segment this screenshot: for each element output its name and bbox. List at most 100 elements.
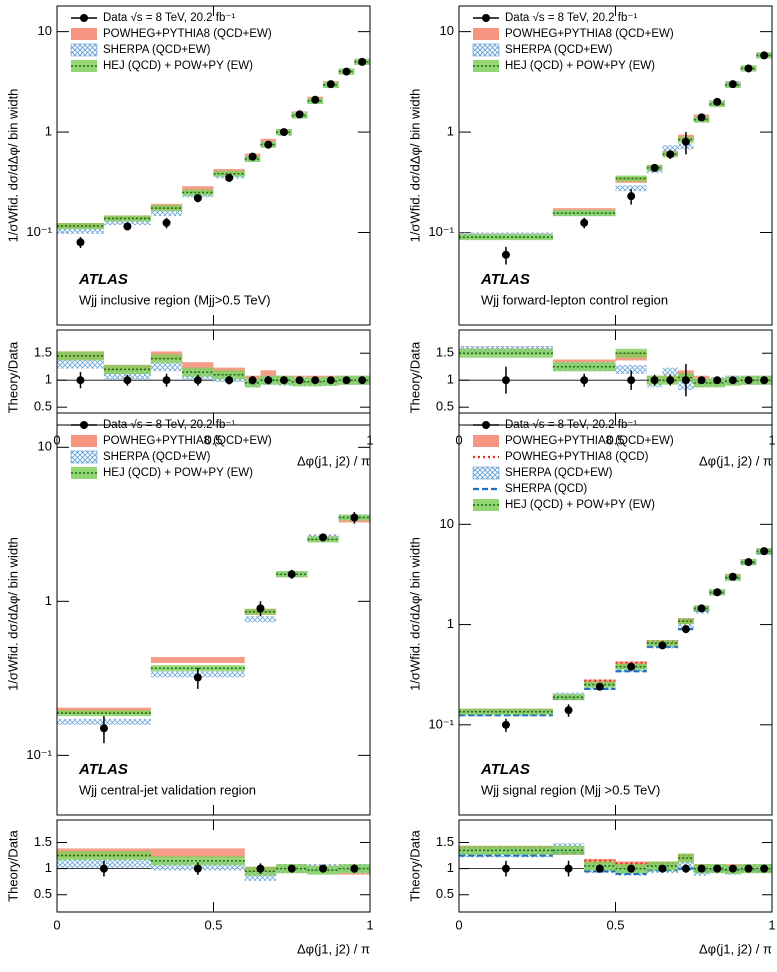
theory-band [150,362,183,372]
data-point [319,533,328,542]
theory-band [615,175,647,182]
y-tick-label: 10⁻¹ [26,224,52,239]
legend-symbol [482,421,490,429]
data-point [728,864,737,873]
data-point [76,238,85,247]
legend-label: SHERPA (QCD) [505,483,587,495]
theory-band [182,189,214,196]
data-point [627,376,636,385]
data-point [350,513,359,522]
data-point [326,376,335,385]
legend-label: HEJ (QCD) + POW+PY (EW) [505,60,655,72]
plot-frame [458,5,773,326]
theory-band [260,370,277,380]
data-point [681,376,690,385]
data-point [279,376,288,385]
data-point [580,218,589,227]
atlas-label: ATLAS [78,271,128,288]
x-tick-label: 0 [455,917,462,932]
data-point [350,864,359,873]
data-point [123,222,132,231]
legend-label: POWHEG+PYTHIA8 (QCD+EW) [103,435,272,447]
y-tick-label: 10⁻¹ [428,716,454,731]
data-point [99,724,108,733]
legend-label: POWHEG+PYTHIA8 (QCD+EW) [505,435,674,447]
theory-band [150,657,245,664]
data-point [666,150,675,159]
data-point [162,218,171,227]
data-point [342,376,351,385]
legend-label: HEJ (QCD) + POW+PY (EW) [103,60,253,72]
y-axis-label: 1/σWfid. dσ/dΔφ/ bin width [5,537,20,691]
data-point [287,864,296,873]
data-point [728,572,737,581]
theory-band [57,351,104,361]
data-point [256,864,265,873]
data-point [342,67,351,76]
data-point [627,192,636,201]
y-tick-label: 0.5 [436,886,454,901]
ratio-axis-label: Theory/Data [407,341,422,413]
legend-symbol [473,435,499,447]
region-label: Wjj central-jet validation region [79,782,256,797]
theory-band [57,851,151,861]
theory-band [57,227,104,234]
data-point [728,80,737,89]
legend-label: POWHEG+PYTHIA8 (QCD+EW) [505,28,674,40]
data-point [501,376,510,385]
y-tick-label: 1 [45,372,52,387]
data-point [264,140,273,149]
theory-band [182,186,214,193]
plot-frame [56,329,371,426]
y-tick-label: 10⁻¹ [26,747,52,762]
legend-label: SHERPA (QCD+EW) [103,44,211,56]
data-point [595,864,604,873]
theory-band [615,185,647,192]
data-point [650,163,659,172]
y-tick-label: 1 [45,124,52,139]
y-tick-label: 1.5 [34,834,52,849]
x-tick-label: 1 [366,917,373,932]
y-axis-label: 1/σWfid. dσ/dΔφ/ bin width [5,89,20,243]
data-point [744,864,753,873]
ratio-axis-label: Theory/Data [5,829,20,901]
legend-label: SHERPA (QCD+EW) [505,44,613,56]
data-point [744,376,753,385]
legend-label: Data √s = 8 TeV, 20.2 fb⁻¹ [103,11,235,24]
y-tick-label: 1.5 [34,345,52,360]
data-point [193,194,202,203]
data-point [681,137,690,146]
x-tick-label: 0.5 [204,917,222,932]
x-tick-label: 0 [53,917,60,932]
legend-symbol [473,28,499,40]
ratio-axis-label: Theory/Data [5,341,20,413]
data-point [123,376,132,385]
data-point [501,864,510,873]
y-axis-label: 1/σWfid. dσ/dΔφ/ bin width [407,537,422,691]
plot-frame [56,412,371,816]
region-label: Wjj forward-lepton control region [481,292,668,307]
data-point [650,376,659,385]
theory-band [103,364,151,374]
plot-frame [458,412,773,816]
theory-band [459,234,553,241]
data-point [760,864,769,873]
x-axis-label: Δφ(j1, j2) / π [699,453,772,468]
plot-frame [56,819,371,913]
data-point [744,558,753,567]
data-point [311,95,320,104]
legend-symbol [472,43,500,57]
x-tick-label: 0.5 [606,917,624,932]
atlas-label: ATLAS [78,761,128,778]
legend-symbol [70,43,98,57]
data-point [311,376,320,385]
data-point [713,588,722,597]
data-point [193,673,202,682]
legend-label: Data √s = 8 TeV, 20.2 fb⁻¹ [103,418,235,431]
theory-band [552,845,585,855]
data-point [681,864,690,873]
y-tick-label: 10 [38,439,52,454]
theory-band [150,210,183,217]
data-point [193,864,202,873]
theory-band [57,223,104,230]
